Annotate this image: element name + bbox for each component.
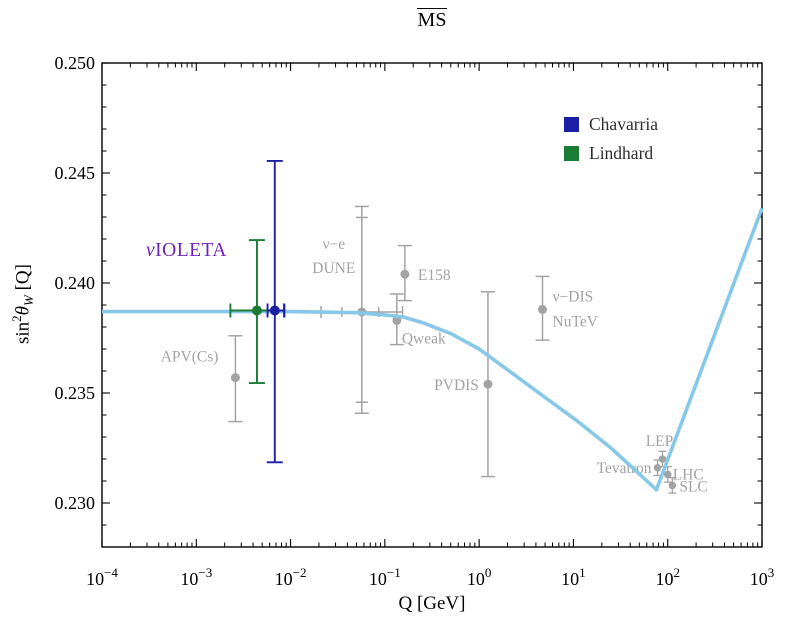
ylabel-sin: sin (12, 321, 34, 345)
data-point-pvdis (483, 379, 493, 389)
legend-swatch-chavarria (564, 117, 579, 132)
experiment-annotation: νIOLETA (146, 240, 227, 261)
data-point-tevatron (653, 464, 662, 472)
point-label-lep: LEP (646, 433, 674, 450)
ylabel-unit: [Q] (12, 264, 34, 296)
y-tick-label: 0.245 (55, 163, 96, 183)
y-tick-label: 0.250 (55, 53, 96, 73)
data-point-lhc (663, 470, 672, 479)
legend-item-chavarria: Chavarria (564, 110, 658, 139)
ylabel-theta: θ (12, 305, 34, 316)
point-label-nu-dis-nutev: NuTeV (553, 313, 599, 330)
data-point-lep (658, 455, 667, 463)
point-label-lhc: LHC (673, 466, 704, 483)
running-curve (102, 207, 764, 492)
x-tick-label: 10−4 (86, 565, 118, 589)
legend: Chavarria Lindhard (564, 110, 658, 168)
y-tick-label: 0.230 (55, 493, 96, 513)
x-tick-label: 102 (655, 565, 680, 589)
x-tick-label: 10−3 (180, 565, 212, 589)
x-tick-label: 10−1 (369, 565, 401, 589)
ylabel-sup: 2 (9, 315, 24, 322)
point-label-nu-dis-nutev: ν−DIS (553, 288, 594, 305)
data-point-nu-dis-nutev (538, 304, 548, 314)
x-tick-label: 10−2 (275, 565, 307, 589)
legend-label-lindhard: Lindhard (589, 143, 654, 163)
y-tick-label: 0.235 (55, 383, 96, 403)
legend-swatch-lindhard (564, 146, 579, 161)
data-point-slc (668, 481, 677, 490)
ylabel-sub: W (21, 295, 37, 306)
point-label-nu-e-dune: ν−e (323, 236, 346, 253)
data-point-e158 (400, 269, 410, 279)
x-tick-label: 100 (467, 565, 492, 589)
point-label-qweak: Qweak (402, 330, 446, 347)
point-label-nu-e-dune: DUNE (312, 260, 355, 277)
point-label-slc: SLC (679, 478, 707, 495)
data-point-lindhard (251, 305, 262, 316)
y-tick-label: 0.240 (55, 273, 96, 293)
plot-title: MS (102, 8, 762, 32)
point-label-pvdis: PVDIS (434, 377, 479, 394)
data-point-chavarria (269, 305, 280, 316)
x-axis-label: Q [GeV] (398, 593, 466, 614)
x-tick-label: 103 (750, 565, 775, 589)
data-point-apv-cs (230, 373, 240, 383)
y-axis-label: sin2θW [Q] (9, 204, 37, 404)
legend-label-chavarria: Chavarria (589, 114, 658, 134)
point-label-apv-cs: APV(Cs) (161, 349, 219, 366)
legend-item-lindhard: Lindhard (564, 139, 658, 168)
title-ms-bar: MS (416, 8, 448, 31)
point-label-e158: E158 (418, 267, 451, 284)
x-tick-label: 101 (561, 565, 586, 589)
